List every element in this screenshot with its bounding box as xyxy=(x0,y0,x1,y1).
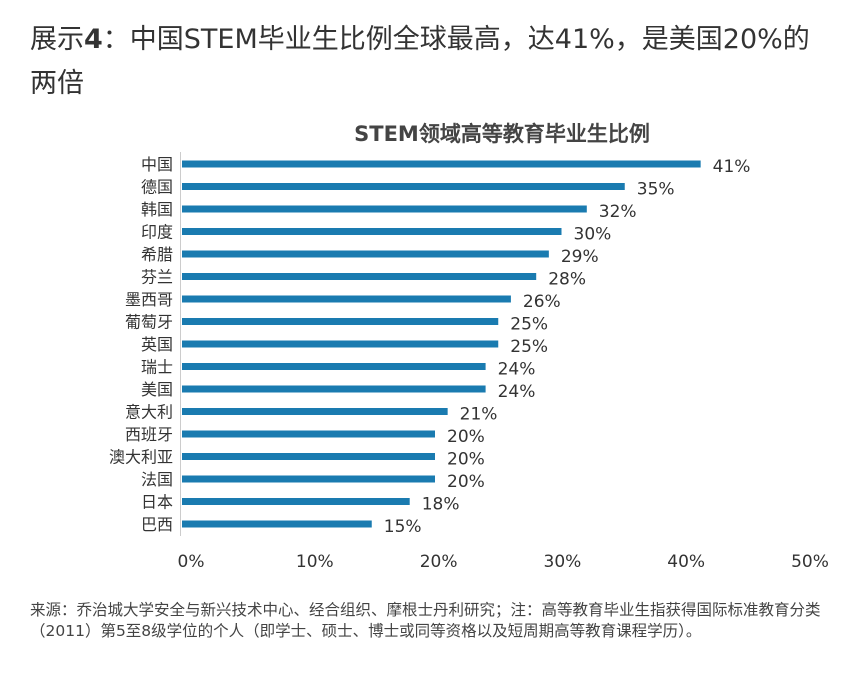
chart-title: STEM领域高等教育毕业生比例 xyxy=(354,122,650,146)
page-heading: 展示4：中国STEM毕业生比例全球最高，达41%，是美国20%的两倍 xyxy=(30,18,820,106)
data-label: 26% xyxy=(523,292,561,312)
heading-number: 4 xyxy=(84,24,103,55)
category-label: 瑞士 xyxy=(141,358,173,377)
data-label: 21% xyxy=(460,405,498,425)
category-label: 中国 xyxy=(141,155,173,174)
bar xyxy=(182,295,511,303)
data-label: 28% xyxy=(548,270,586,290)
category-label: 德国 xyxy=(141,178,173,197)
category-label: 葡萄牙 xyxy=(125,313,173,332)
data-label: 24% xyxy=(498,382,536,402)
category-label: 美国 xyxy=(141,380,173,399)
data-label: 20% xyxy=(447,450,485,470)
category-label: 韩国 xyxy=(141,200,173,219)
bar xyxy=(182,475,435,483)
category-label: 意大利 xyxy=(125,403,173,422)
bar xyxy=(182,363,486,370)
bar xyxy=(182,453,435,460)
data-label: 30% xyxy=(574,225,612,245)
data-label: 29% xyxy=(561,247,599,267)
bar xyxy=(182,430,435,438)
data-label: 25% xyxy=(510,337,548,357)
bar xyxy=(182,408,448,415)
category-label: 英国 xyxy=(141,335,173,354)
x-tick-label: 0% xyxy=(178,552,205,572)
data-label: 35% xyxy=(637,180,675,200)
data-label: 20% xyxy=(447,472,485,492)
data-label: 32% xyxy=(599,202,637,222)
data-label: 41% xyxy=(713,157,751,177)
data-label: 18% xyxy=(422,495,460,515)
bar xyxy=(182,385,486,393)
heading-prefix: 展示 xyxy=(30,24,84,55)
bar xyxy=(182,340,499,348)
bar xyxy=(182,250,549,258)
category-label: 印度 xyxy=(141,223,173,242)
bar xyxy=(182,205,587,213)
bar xyxy=(182,183,625,190)
category-label: 巴西 xyxy=(141,515,173,534)
x-tick-label: 40% xyxy=(667,552,705,572)
category-label: 法国 xyxy=(141,470,173,489)
data-label: 20% xyxy=(447,427,485,447)
x-tick-label: 50% xyxy=(791,552,829,572)
data-label: 15% xyxy=(384,517,422,537)
category-label: 西班牙 xyxy=(125,425,173,444)
category-label: 澳大利亚 xyxy=(109,448,173,467)
heading-text: ：中国STEM毕业生比例全球最高，达41%，是美国20%的两倍 xyxy=(30,24,810,99)
bar xyxy=(182,520,372,528)
data-label: 24% xyxy=(498,360,536,380)
source-note: 来源：乔治城大学安全与新兴技术中心、经合组织、摩根士丹利研究；注：高等教育毕业生… xyxy=(30,601,821,640)
category-label: 芬兰 xyxy=(141,268,173,287)
bar xyxy=(182,318,499,325)
bar xyxy=(182,273,537,280)
category-label: 日本 xyxy=(141,493,173,512)
bar xyxy=(182,160,701,168)
category-label: 希腊 xyxy=(141,245,173,264)
x-tick-label: 20% xyxy=(420,552,458,572)
bar xyxy=(182,498,410,505)
data-label: 25% xyxy=(510,315,548,335)
x-tick-label: 10% xyxy=(296,552,334,572)
x-tick-label: 30% xyxy=(544,552,582,572)
bar xyxy=(182,228,562,235)
category-label: 墨西哥 xyxy=(125,290,173,309)
